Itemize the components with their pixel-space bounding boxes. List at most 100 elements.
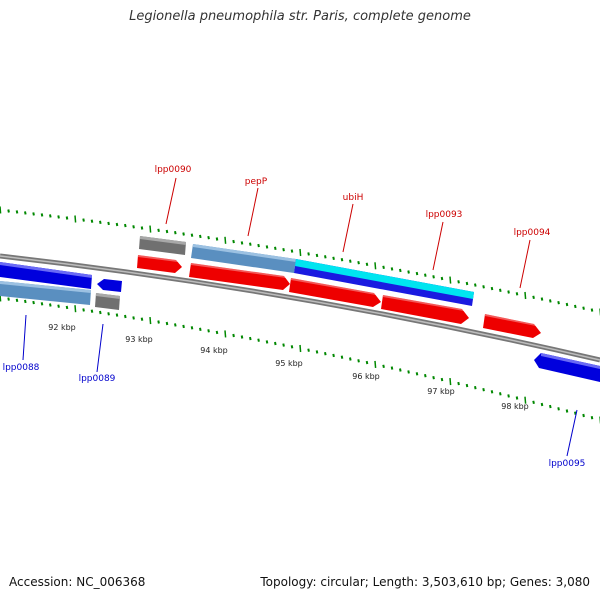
scale-tick (15, 298, 19, 302)
scale-tick (249, 242, 252, 246)
scale-tick (274, 246, 277, 250)
scale-tick (140, 317, 144, 321)
gene-lpp0089-arrow (97, 279, 122, 292)
gene-lpp0095 (534, 353, 600, 382)
scale-tick (507, 394, 510, 398)
scale-tick (290, 345, 294, 349)
scale-tick (582, 413, 585, 418)
scale-tick (565, 302, 569, 307)
scale-tick (65, 216, 69, 220)
scale-tick (215, 330, 219, 335)
scale-tick (299, 344, 302, 353)
scale-tick (282, 248, 285, 252)
scale-tick (524, 291, 527, 300)
scale-label-92kbp: 92 kbp (48, 323, 76, 332)
scale-tick (482, 388, 485, 392)
scale-tick (382, 364, 385, 368)
scale-tick (557, 301, 560, 305)
scale-label-94kbp: 94 kbp (200, 346, 228, 355)
scale-tick (82, 218, 85, 222)
scale-tick (507, 290, 510, 294)
gene-label-lpp0089: lpp0089 (79, 374, 116, 384)
scale-tick (74, 305, 77, 313)
scale-label-95kbp: 95 kbp (275, 359, 303, 368)
gene-label-lpp0094: lpp0094 (514, 228, 551, 238)
scale-tick (124, 223, 127, 228)
scale-tick (132, 316, 135, 320)
scale-tick (282, 343, 285, 347)
scale-tick (324, 255, 327, 259)
scale-tick (590, 308, 594, 312)
gene-pepP-shine (193, 244, 296, 262)
scale-tick (140, 226, 144, 230)
scale-tick (24, 211, 27, 215)
scale-tick (249, 336, 252, 341)
scale-tick (232, 333, 235, 338)
gene-ubiH-highlight (295, 259, 474, 299)
scale-tick (207, 329, 210, 333)
scale-tick (315, 350, 319, 354)
gene-label-lpp0090: lpp0090 (155, 165, 192, 175)
scale-tick (382, 265, 385, 269)
scale-tick (290, 249, 294, 253)
scale-tick (132, 225, 135, 229)
scale-tick (299, 248, 302, 257)
scale-tick (190, 326, 194, 330)
scale-tick (7, 209, 10, 213)
cds-lpp0094 (483, 314, 541, 338)
scale-tick (57, 215, 60, 219)
scale-tick (565, 409, 569, 413)
scale-tick (7, 297, 10, 301)
scale-tick (407, 270, 410, 274)
scale-tick (432, 376, 435, 380)
scale-tick (574, 411, 577, 415)
scale-tick (307, 252, 310, 256)
scale-tick (224, 330, 227, 338)
genome-summary-text: Topology: circular; Length: 3,503,610 bp… (260, 575, 590, 589)
scale-tick (540, 402, 544, 407)
scale-tick (499, 392, 502, 396)
scale-tick (374, 262, 377, 270)
gene-lpp0089-shine (96, 293, 120, 299)
scale-tick (440, 377, 444, 382)
scale-tick (524, 396, 527, 404)
scale-tick (57, 304, 60, 308)
scale-tick (540, 297, 544, 301)
scale-tick (424, 374, 427, 378)
scale-tick (240, 335, 244, 339)
scale-tick (457, 381, 460, 386)
scale-tick (390, 366, 394, 370)
scale-tick (515, 292, 519, 296)
accession-text: Accession: NC_006368 (9, 575, 146, 589)
scale-tick (349, 357, 352, 361)
scale-tick (224, 236, 227, 244)
scale-tick (390, 267, 394, 271)
scale-tick (174, 231, 177, 235)
scale-tick (432, 275, 435, 279)
scale-tick (449, 276, 452, 284)
gene-label-lpp0095: lpp0095 (549, 459, 586, 469)
scale-tick (82, 308, 85, 312)
cds-pepP (189, 263, 290, 290)
scale-label-93kbp: 93 kbp (125, 335, 153, 344)
gene-label-pepP: pepP (245, 177, 268, 187)
scale-tick (149, 225, 152, 233)
gene-lpp0088-shine (0, 262, 92, 278)
map-title: Legionella pneumophila str. Paris, compl… (129, 9, 471, 24)
scale-tick (90, 309, 94, 313)
scale-tick (407, 370, 410, 374)
scale-tick (490, 286, 494, 291)
scale-tick (49, 214, 52, 218)
scale-tick (149, 317, 152, 325)
scale-tick (157, 320, 160, 324)
cds-shine (138, 255, 536, 326)
scale-tick (124, 314, 127, 319)
scale-tick (182, 232, 185, 236)
cds-ubiH (289, 278, 381, 307)
scale-tick (199, 327, 202, 331)
scale-tick (99, 220, 102, 224)
scale-tick (365, 262, 369, 266)
scale-tick (115, 313, 119, 317)
